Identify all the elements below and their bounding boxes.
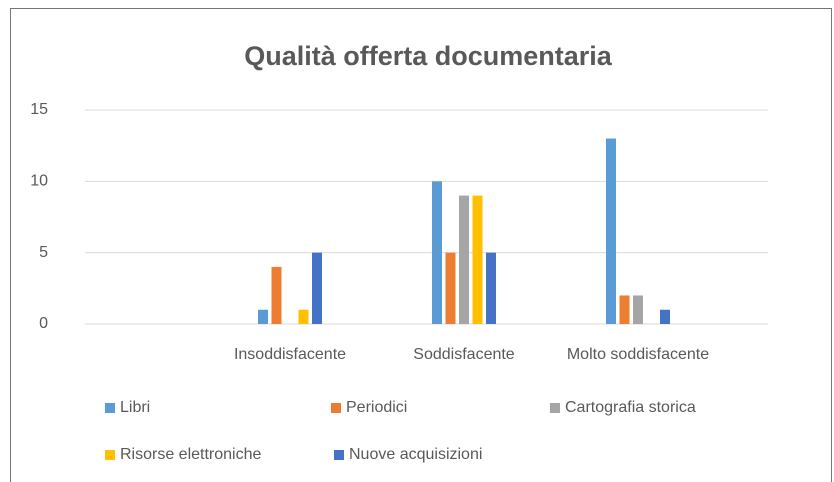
bar xyxy=(271,266,282,324)
legend-label: Cartografia storica xyxy=(565,399,696,416)
legend-label: Libri xyxy=(120,399,150,416)
legend-swatch xyxy=(105,450,115,460)
legend-label: Periodici xyxy=(346,399,407,416)
legend-swatch xyxy=(334,450,344,460)
bar xyxy=(445,252,456,324)
y-tick-label: 15 xyxy=(30,101,48,118)
legend-swatch xyxy=(105,403,115,413)
bar xyxy=(432,181,442,324)
legend-label: Nuove acquisizioni xyxy=(349,446,482,463)
y-tick-label: 10 xyxy=(30,173,48,190)
bar xyxy=(312,252,322,324)
chart-border xyxy=(10,8,832,482)
bar xyxy=(472,195,483,324)
x-tick-label: Soddisfacente xyxy=(413,346,515,363)
bar xyxy=(660,309,670,324)
bar xyxy=(619,295,630,324)
bar xyxy=(606,138,616,324)
bar xyxy=(258,309,268,324)
x-tick-label: Insoddisfacente xyxy=(234,346,346,363)
y-tick-label: 5 xyxy=(39,244,48,261)
bar xyxy=(633,295,643,324)
bar xyxy=(298,309,309,324)
legend-swatch xyxy=(550,403,560,413)
chart-title: Qualità offerta documentaria xyxy=(244,41,613,71)
bar xyxy=(459,195,469,324)
legend-label: Risorse elettroniche xyxy=(120,446,262,463)
legend-swatch xyxy=(331,403,341,413)
x-tick-label: Molto soddisfacente xyxy=(567,346,709,363)
bar xyxy=(486,252,496,324)
y-tick-label: 0 xyxy=(39,315,48,332)
